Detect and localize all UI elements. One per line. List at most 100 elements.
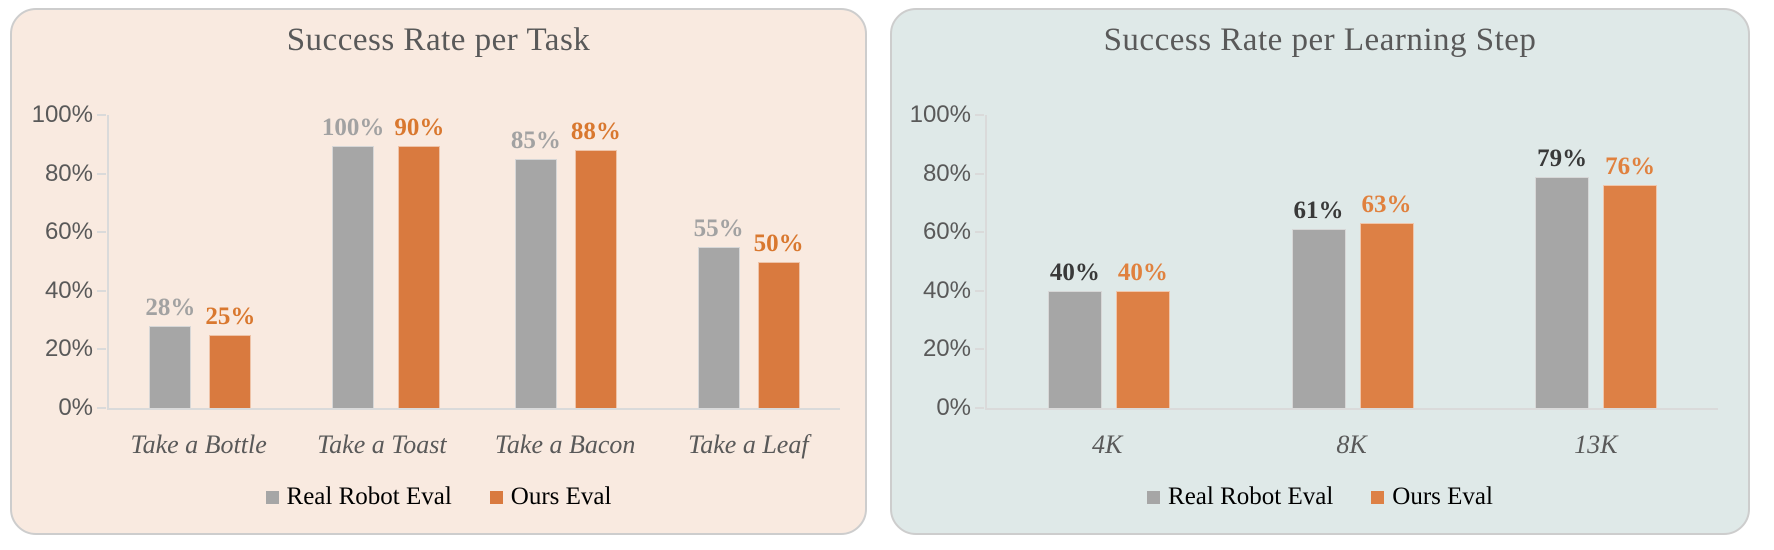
bar-ours-eval [1115, 290, 1170, 408]
legend-swatch-icon [1147, 490, 1161, 504]
bar-value-label: 100% [321, 114, 385, 141]
legend-item-ours-eval: Ours Eval [489, 483, 612, 511]
bar-ours-eval [398, 146, 441, 408]
chart-title: Success Rate per Task [286, 22, 591, 58]
bar-ours-eval [574, 150, 617, 408]
category-label: 13K [1574, 430, 1618, 459]
category-label: 8K [1336, 430, 1367, 459]
legend-swatch-icon [1371, 490, 1385, 504]
bar-column: 61% [1291, 115, 1346, 408]
legend-label: Ours Eval [510, 483, 612, 510]
bar-group: 40% 40% [987, 115, 1231, 408]
category-label: Take a Leaf [688, 430, 809, 459]
bar-group: 28% 25% [109, 115, 292, 408]
y-axis-tick-label: 20% [922, 335, 971, 363]
category-label: Take a Toast [317, 430, 447, 459]
bar-real-robot-eval [1047, 290, 1102, 408]
plot-area: 0% 20% 40% 60% 80% 100% 40% 40% 61% 63% 79% 76% [910, 103, 1718, 420]
bar-value-label: 28% [145, 293, 196, 321]
legend-item-real-robot-eval: Real Robot Eval [1147, 483, 1333, 511]
y-axis-tick-label: 0% [936, 394, 971, 421]
y-axis-tick-label: 100% [909, 101, 971, 128]
category-label: Take a Bacon [494, 430, 636, 459]
y-axis-tick-mark [97, 231, 106, 234]
bar-ours-eval [757, 261, 800, 408]
legend-swatch-icon [489, 490, 503, 504]
learning-step-chart-panel: Success Rate per Learning Step 0% 20% 40% 6… [890, 8, 1750, 535]
bar-group: 85% 88% [475, 115, 658, 408]
bar-value-label: 88% [570, 118, 621, 146]
bar-real-robot-eval [332, 146, 375, 408]
bar-value-label: 79% [1537, 144, 1588, 172]
y-axis-tick-label: 80% [44, 159, 93, 187]
y-axis-tick-label: 100% [31, 101, 93, 128]
task-chart-panel: Success Rate per Task 0% 20% 40% 60% 80% 100%… [10, 8, 867, 535]
y-axis-tick-mark [975, 172, 984, 175]
bar-ours-eval [1603, 185, 1658, 408]
legend-label: Real Robot Eval [1168, 483, 1334, 510]
y-axis-tick-label: 60% [44, 218, 93, 246]
bar-column: 85% [511, 115, 561, 408]
bar-value-label: 63% [1361, 191, 1412, 219]
bar-real-robot-eval [1535, 176, 1590, 408]
bar-value-label: 25% [205, 302, 256, 330]
y-axis-tick-label: 0% [58, 394, 93, 421]
bar-column: 63% [1359, 115, 1414, 408]
legend: Real Robot Eval Ours Eval [12, 483, 865, 511]
y-axis-tick-label: 40% [922, 276, 971, 304]
legend-item-real-robot-eval: Real Robot Eval [265, 483, 452, 511]
bar-value-label: 55% [693, 214, 744, 242]
legend-item-ours-eval: Ours Eval [1371, 483, 1493, 511]
y-axis-tick-label: 20% [44, 335, 93, 363]
legend-label: Ours Eval [1392, 483, 1493, 510]
bar-value-label: 40% [1117, 258, 1168, 286]
legend-swatch-icon [265, 490, 279, 504]
y-axis-tick-mark [975, 289, 984, 292]
bar-column: 100% [321, 114, 385, 408]
bar-column: 28% [145, 115, 195, 408]
bar-ours-eval [209, 334, 252, 408]
bar-column: 88% [571, 115, 621, 408]
bar-group: 100% 90% [292, 115, 475, 408]
bar-value-label: 76% [1605, 153, 1656, 181]
bar-value-label: 50% [753, 229, 804, 257]
y-axis-tick-mark [975, 231, 984, 234]
y-axis-tick-mark [97, 114, 106, 116]
category-label: 4K [1091, 430, 1123, 459]
y-axis-tick-mark [97, 348, 106, 351]
y-axis-tick-label: 60% [922, 218, 971, 246]
y-axis-tick-mark [975, 407, 984, 409]
legend: Real Robot Eval Ours Eval [892, 483, 1748, 511]
bar-ours-eval [1359, 223, 1414, 408]
bar-real-robot-eval [697, 246, 740, 408]
y-axis-tick-mark [97, 172, 106, 175]
bar-column: 90% [394, 115, 444, 408]
bar-column: 25% [205, 115, 255, 408]
bar-group: 55% 50% [657, 115, 840, 408]
bar-column: 55% [694, 115, 744, 408]
bar-column: 40% [1115, 115, 1170, 408]
y-axis-tick-mark [97, 289, 106, 292]
bar-column: 40% [1047, 115, 1102, 408]
y-axis-tick-label: 80% [922, 159, 971, 187]
category-axis: 4K 8K 13K [985, 430, 1718, 460]
bar-column: 76% [1603, 115, 1658, 408]
y-axis-tick-label: 40% [44, 276, 93, 304]
bar-real-robot-eval [149, 325, 192, 408]
bar-value-label: 61% [1293, 197, 1344, 225]
chart-title: Success Rate per Learning Step [1103, 22, 1537, 58]
bar-group: 79% 76% [1474, 115, 1718, 408]
legend-label: Real Robot Eval [286, 483, 452, 510]
plot-wrap: 0% 20% 40% 60% 80% 100% 40% 40% 61% 63% 79% 76% [910, 103, 1718, 420]
plot-wrap: 0% 20% 40% 60% 80% 100% 28% 25% 100% 90% 85% 88% 55%… [32, 103, 840, 420]
bar-value-label: 85% [510, 126, 561, 154]
category-axis: Take a Bottle Take a Toast Take a Bacon Tak… [107, 430, 840, 460]
y-axis-tick-mark [97, 407, 106, 409]
bar-group: 61% 63% [1231, 115, 1475, 408]
bar-column: 79% [1535, 115, 1590, 408]
bar-real-robot-eval [514, 158, 557, 408]
bar-value-label: 90% [394, 114, 445, 141]
bar-value-label: 40% [1049, 258, 1100, 286]
category-label: Take a Bottle [130, 430, 267, 459]
bar-real-robot-eval [1291, 229, 1346, 408]
